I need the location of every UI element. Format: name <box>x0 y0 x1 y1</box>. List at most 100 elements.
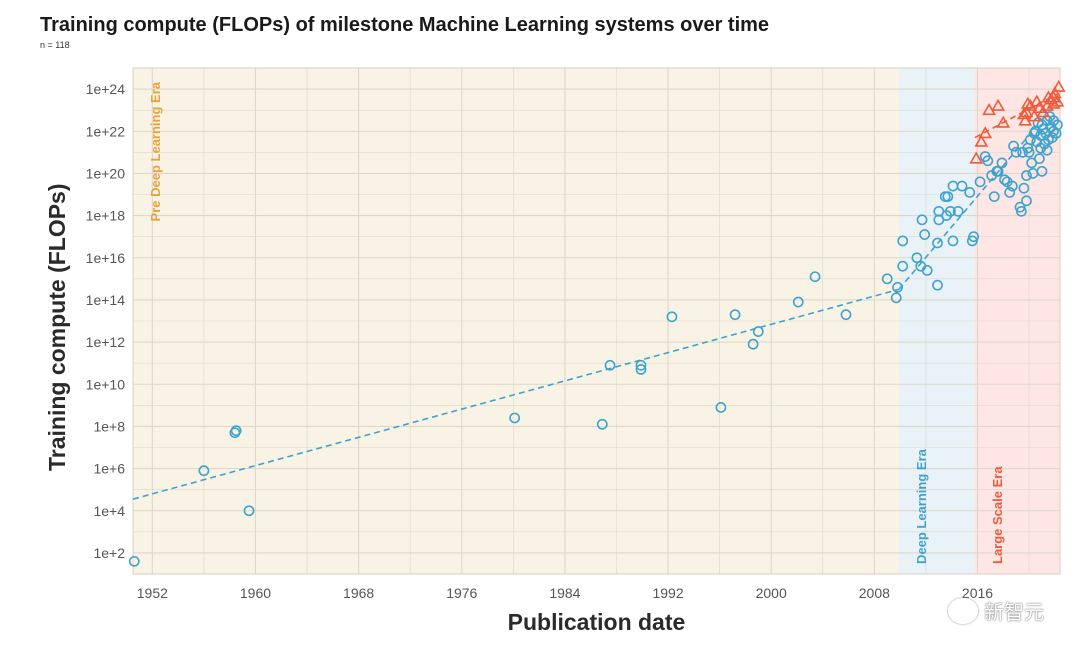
data-point-circle <box>932 279 943 291</box>
trend-line <box>898 111 1050 290</box>
data-point-triangle <box>982 103 996 116</box>
data-point-triangle <box>1036 105 1051 118</box>
data-point-triangle <box>1020 96 1035 109</box>
data-point-circle <box>1018 182 1030 194</box>
data-point-circle <box>932 237 943 249</box>
data-point-circle <box>897 235 909 247</box>
data-point-circle <box>747 338 759 350</box>
data-point-circle <box>1028 127 1040 139</box>
data-point-circle <box>1036 165 1048 177</box>
data-point-triangle <box>1051 79 1066 92</box>
data-point-circle <box>1041 144 1053 156</box>
data-point-circle <box>715 402 727 413</box>
data-point-circle <box>666 311 678 323</box>
data-point-circle <box>752 326 764 337</box>
data-point-circle <box>921 264 933 276</box>
grid-lines <box>132 67 1061 575</box>
data-point-circle <box>1021 170 1032 181</box>
watermark-text: 新智元 <box>984 602 1044 624</box>
wechat-logo-icon <box>948 597 978 624</box>
data-point-circle <box>128 555 140 567</box>
data-point-circle <box>945 205 956 217</box>
data-point-circle <box>911 252 923 264</box>
data-point-circle <box>792 296 804 308</box>
x-axis-label: Publication date <box>507 609 686 635</box>
data-point-triangle <box>1027 109 1042 122</box>
data-point-circle <box>1015 205 1027 217</box>
data-point-circle <box>992 165 1004 177</box>
data-point-circle <box>1010 146 1022 158</box>
x-tick-label: 1992 <box>652 585 683 601</box>
data-point-circle <box>964 186 976 198</box>
data-point-circle <box>952 205 964 217</box>
data-point-circle <box>919 229 931 240</box>
trend-line <box>974 92 1060 139</box>
data-point-circle <box>890 292 902 304</box>
data-point-triangle <box>996 115 1011 128</box>
data-point-circle <box>1008 140 1019 152</box>
plot-border <box>132 67 1061 575</box>
data-point-circle <box>1017 146 1029 158</box>
y-tick-label: 1e+12 <box>86 334 126 350</box>
data-point-circle <box>596 418 608 430</box>
data-point-triangle <box>1019 105 1034 118</box>
x-tick-label: 1976 <box>446 585 477 601</box>
x-tick-label: 1960 <box>240 585 271 601</box>
data-point-triangle <box>969 151 984 164</box>
data-point-triangle <box>1046 96 1061 109</box>
data-point-circle <box>982 155 994 167</box>
y-tick-label: 1e+14 <box>86 292 126 308</box>
trend-line <box>132 288 900 500</box>
y-tick-label: 1e+22 <box>86 123 126 139</box>
x-tick-label: 1952 <box>137 585 168 601</box>
era-labels: Pre Deep Learning Era Deep Learning Era La… <box>148 81 1005 564</box>
data-point-circle <box>509 412 521 424</box>
y-tick-label: 1e+8 <box>93 418 125 434</box>
y-tick-label: 1e+18 <box>86 208 126 224</box>
y-tick-label: 1e+20 <box>86 165 126 181</box>
data-point-circle <box>243 505 255 517</box>
y-tick-label: 1e+2 <box>93 545 125 561</box>
data-point-circle <box>996 157 1008 169</box>
data-point-circle <box>988 191 1000 203</box>
data-point-circle <box>604 359 616 371</box>
data-point-circle <box>1033 153 1045 165</box>
x-tick-label: 2008 <box>859 585 890 601</box>
trend-lines <box>132 92 1060 500</box>
data-point-circle <box>1048 125 1059 137</box>
x-tick-label: 1968 <box>343 585 374 601</box>
data-point-triangle <box>1029 94 1044 107</box>
y-tick-label: 1e+16 <box>86 250 126 266</box>
data-point-triangle <box>1018 113 1033 126</box>
data-point-circle <box>892 281 903 293</box>
data-point-circle <box>942 191 954 203</box>
data-point-circle <box>229 427 241 439</box>
data-point-triangle <box>974 134 989 147</box>
data-point-circle <box>1004 186 1016 198</box>
watermark: 新智元 <box>948 596 1044 625</box>
y-tick-label: 1e+6 <box>93 461 125 477</box>
data-point-circle <box>947 235 959 247</box>
data-point-circle <box>1006 180 1018 192</box>
data-point-circle <box>230 425 242 437</box>
chart-title: Training compute (FLOPs) of milestone Ma… <box>40 14 770 36</box>
x-tick-label: 1984 <box>549 585 580 601</box>
y-tick-label: 1e+10 <box>86 376 126 392</box>
data-point-circle <box>635 364 647 375</box>
data-points <box>128 79 1066 567</box>
data-point-triangle <box>991 98 1005 111</box>
y-tick-label: 1e+4 <box>93 503 125 519</box>
data-point-circle <box>840 309 852 321</box>
data-point-triangle <box>1046 90 1061 103</box>
data-point-circle <box>897 260 909 272</box>
data-point-circle <box>729 309 741 321</box>
data-point-circle <box>968 231 980 243</box>
chart-subtitle: n = 118 <box>40 40 70 50</box>
data-point-circle <box>881 273 893 285</box>
data-point-circle <box>974 176 986 188</box>
x-tick-label: 2000 <box>756 585 787 601</box>
data-point-circle <box>999 174 1010 186</box>
y-tick-label: 1e+24 <box>86 81 126 97</box>
axis-tick-labels: 1e+2 1e+4 1e+6 1e+8 1e+10 1e+12 1e+14 1e+16 1e+1… <box>86 81 994 601</box>
